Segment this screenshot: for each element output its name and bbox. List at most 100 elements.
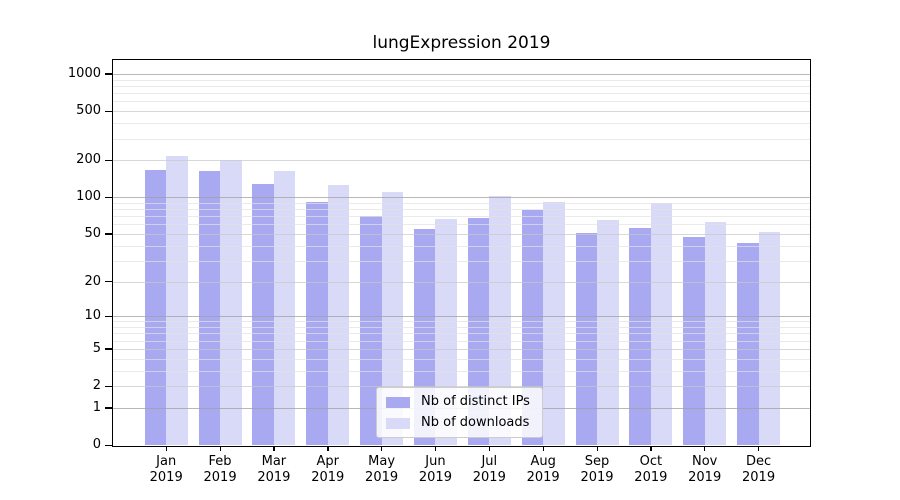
x-tick-label-line: Jul (481, 454, 498, 469)
x-tick-label-line: 2019 (526, 469, 560, 485)
x-tick-label-line: 2019 (311, 469, 345, 485)
gridline (113, 333, 810, 335)
gridline (113, 386, 810, 387)
y-tick (105, 407, 112, 409)
x-tick-label-line: Dec (745, 454, 772, 469)
gridline (113, 340, 810, 342)
gridline (113, 316, 810, 318)
x-tick (704, 446, 706, 451)
gridline (113, 79, 810, 81)
y-tick (105, 281, 112, 283)
y-tick (105, 159, 112, 161)
legend-swatch-downloads (386, 417, 410, 429)
gridline (113, 160, 810, 162)
x-tick (488, 446, 491, 451)
legend-item-distinct-ips: Nb of distinct IPs (386, 394, 533, 410)
x-tick-label-line: Sep (584, 454, 610, 469)
gridline (113, 348, 810, 350)
gridline (113, 138, 810, 140)
x-tick-label-line: Aug (530, 454, 556, 469)
bar-distinct-ips (306, 201, 328, 445)
y-tick-label: 200 (76, 152, 101, 168)
x-tick (273, 446, 275, 451)
x-tick-label-line: Oct (639, 454, 663, 469)
x-tick-label: Jun 2019 (407, 454, 463, 485)
y-tick (105, 233, 112, 235)
gridline (113, 321, 810, 323)
x-tick-label-line: Jan (156, 454, 177, 469)
x-tick (434, 446, 437, 451)
x-tick-label: Feb 2019 (192, 454, 248, 485)
x-tick-label: Jul 2019 (461, 454, 517, 485)
gridline (113, 281, 810, 283)
gridline (113, 370, 810, 372)
x-tick-label-line: 2019 (149, 469, 183, 485)
x-tick (596, 446, 598, 451)
x-tick-label-line: 2019 (365, 469, 399, 485)
gridline (113, 209, 810, 211)
x-tick-label: Mar 2019 (246, 454, 302, 485)
legend-item-downloads: Nb of downloads (386, 415, 533, 431)
x-tick (381, 446, 383, 451)
gridline (113, 216, 810, 218)
bar-downloads (650, 203, 673, 445)
x-tick-label-line: 2019 (688, 469, 722, 485)
gridline (113, 93, 810, 95)
x-tick-label-line: Feb (208, 454, 232, 469)
legend-label-distinct-ips: Nb of distinct IPs (421, 394, 530, 409)
x-tick (327, 446, 329, 451)
x-tick-label-line: Apr (316, 454, 340, 469)
y-tick-label: 50 (84, 225, 101, 241)
y-tick (105, 73, 112, 75)
x-tick-label: Apr 2019 (300, 454, 356, 485)
gridline (113, 224, 810, 226)
x-tick-label-line: 2019 (634, 469, 668, 485)
y-tick-label: 20 (84, 273, 101, 289)
x-tick-label: Oct 2019 (623, 454, 679, 485)
bar-downloads (381, 192, 404, 445)
gridline (113, 260, 810, 262)
bar-downloads (166, 156, 188, 445)
x-tick-label-line: 2019 (472, 469, 506, 485)
y-tick (105, 315, 112, 318)
bar-distinct-ips (198, 171, 221, 445)
x-tick-label-line: 2019 (742, 469, 776, 485)
gridline (113, 197, 810, 199)
x-tick (165, 446, 167, 451)
x-tick (758, 446, 760, 451)
x-tick (650, 446, 652, 451)
y-tick-label: 2 (92, 378, 101, 393)
x-tick-label-line: May (368, 454, 396, 469)
y-tick-label: 5 (92, 340, 101, 356)
bar-downloads (220, 159, 242, 445)
x-tick-label-line: 2019 (580, 469, 614, 485)
x-tick-label-line: 2019 (203, 469, 237, 485)
chart-title: lungExpression 2019 (372, 33, 551, 53)
x-tick-label-line: Mar (261, 454, 287, 469)
bar-distinct-ips (737, 243, 759, 445)
y-tick (105, 110, 112, 112)
bar-distinct-ips (252, 184, 274, 445)
x-tick-label-line: 2019 (257, 469, 291, 485)
x-tick-label-line: Nov (692, 454, 718, 469)
x-tick-label: Nov 2019 (677, 454, 733, 485)
gridline (113, 123, 810, 125)
y-tick (105, 196, 112, 198)
gridline (113, 327, 810, 328)
bar-downloads (704, 221, 727, 445)
bar-downloads (758, 231, 781, 445)
legend-label-downloads: Nb of downloads (421, 415, 530, 430)
x-tick-label: Aug 2019 (515, 454, 571, 485)
y-tick-label: 0 (92, 437, 101, 452)
legend: Nb of distinct IPs Nb of downloads (376, 387, 543, 438)
gridline (113, 202, 810, 204)
bar-downloads (327, 184, 350, 445)
gridline (113, 358, 810, 360)
y-tick-label: 1000 (67, 65, 101, 81)
bar-downloads (543, 202, 565, 445)
x-tick (219, 446, 221, 451)
x-tick (542, 446, 544, 451)
bar-downloads (597, 220, 619, 445)
plot-area: Nb of distinct IPs Nb of downloads 0 1 2 5 1… (68, 59, 811, 485)
